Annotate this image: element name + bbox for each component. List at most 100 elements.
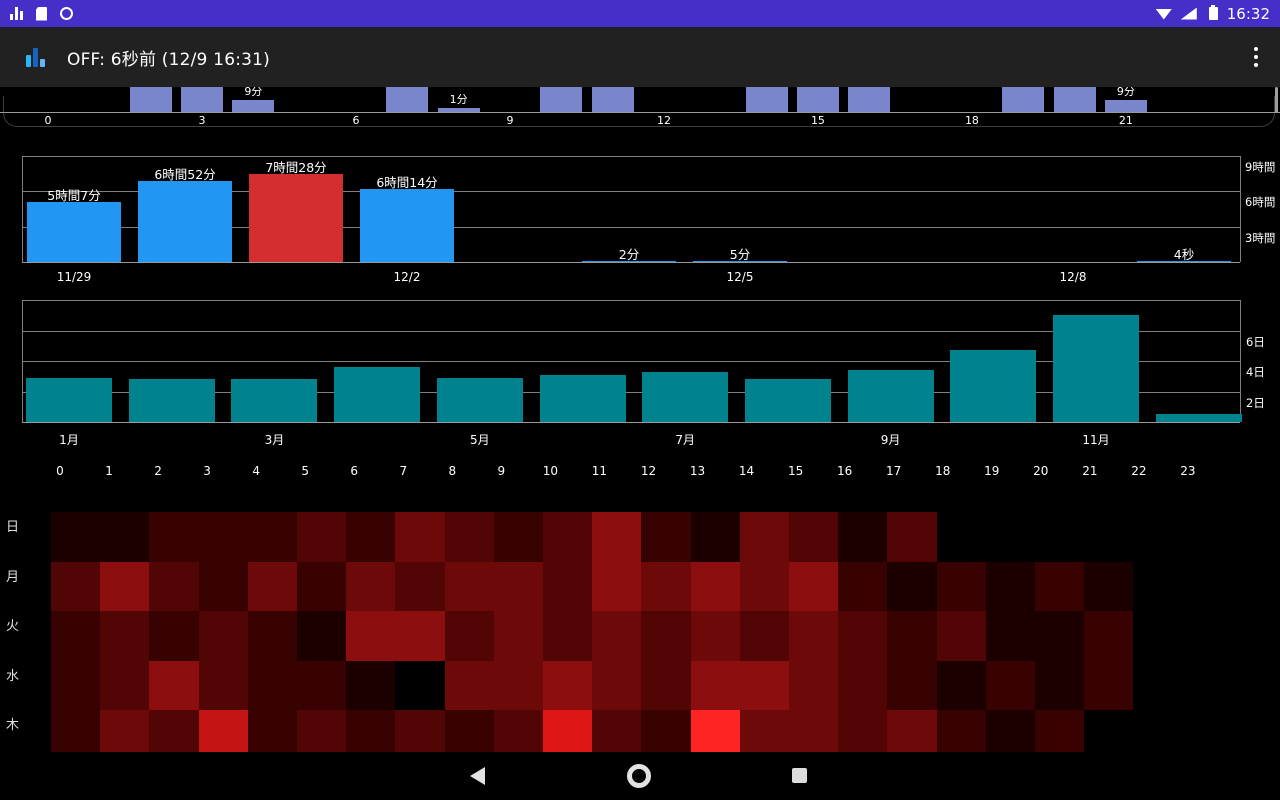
heatmap-cell	[346, 561, 396, 611]
daily-y-label: 3時間	[1245, 230, 1276, 245]
monthly-bar	[744, 379, 831, 422]
heatmap-cell	[444, 710, 494, 760]
heatmap-cell	[297, 512, 347, 562]
home-button[interactable]	[627, 764, 651, 788]
heatmap-cell	[641, 710, 691, 760]
heatmap-weekday-label: 日	[6, 520, 20, 535]
daily-bar-label: 6時間52分	[154, 167, 216, 183]
heatmap-cell	[985, 561, 1035, 611]
heatmap-cell	[395, 561, 445, 611]
daily-axis-edge-left	[22, 156, 23, 262]
back-button[interactable]	[470, 767, 485, 785]
recents-button[interactable]	[792, 768, 807, 783]
heatmap-cell	[493, 660, 543, 710]
heatmap-hour-label: 17	[886, 464, 902, 478]
heatmap-cell	[198, 710, 248, 760]
heatmap-hour-label: 7	[399, 464, 408, 478]
heatmap-cell	[1035, 660, 1085, 710]
heatmap-cell	[297, 561, 347, 611]
monthly-bar	[334, 367, 421, 422]
heatmap-hour-label: 4	[252, 464, 260, 478]
heatmap-cell	[641, 512, 691, 562]
heatmap-cell	[1084, 710, 1134, 760]
heatmap-cell	[346, 710, 396, 760]
heatmap-hour-label: 13	[689, 464, 706, 478]
heatmap-cell	[346, 660, 396, 710]
daily-bar	[138, 181, 232, 262]
daily-bar-label: 2分	[618, 247, 640, 262]
heatmap-cell	[690, 710, 740, 760]
daily-bar	[249, 174, 343, 262]
heatmap-cell	[641, 561, 691, 611]
heatmap-cell	[100, 660, 150, 710]
heatmap-cell	[247, 611, 297, 661]
heatmap-cell	[100, 512, 150, 562]
hourly-bar	[848, 87, 891, 112]
navigation-bar	[0, 752, 1280, 800]
hourly-bar	[1002, 87, 1045, 112]
heatmap-cell	[395, 710, 445, 760]
heatmap-cell	[789, 611, 839, 661]
heatmap-cell	[592, 512, 642, 562]
heatmap-hour-label: 19	[984, 464, 1000, 478]
hourly-bar	[386, 87, 429, 112]
heatmap-hour-label: 20	[1033, 464, 1049, 478]
heatmap-cell	[297, 710, 347, 760]
app-bar-title: OFF: 6秒前 (12/9 16:31)	[67, 49, 271, 70]
hourly-axis-tick: 15	[810, 114, 825, 127]
hourly-chart-card	[3, 96, 1275, 127]
heatmap-cell	[1084, 611, 1134, 661]
app-icon[interactable]	[26, 47, 45, 67]
heatmap-hour-label: 8	[448, 464, 457, 478]
heatmap-cell	[936, 561, 986, 611]
heatmap-cell	[1084, 561, 1134, 611]
circle-notification-icon	[60, 7, 73, 20]
scrollbar[interactable]	[1275, 87, 1278, 113]
heatmap-cell	[444, 660, 494, 710]
daily-bar	[360, 188, 454, 262]
heatmap-weekday-label: 木	[6, 718, 20, 733]
heatmap-cell	[985, 710, 1035, 760]
heatmap-hour-label: 22	[1131, 464, 1147, 478]
heatmap-cell	[543, 512, 593, 562]
heatmap-cell	[1084, 512, 1134, 562]
daily-bar-label: 4秒	[1173, 247, 1195, 262]
heatmap-cell	[346, 512, 396, 562]
heatmap-cell	[198, 660, 248, 710]
daily-gridline	[22, 191, 1240, 193]
heatmap-cell	[1084, 660, 1134, 710]
monthly-gridline	[22, 300, 1240, 301]
daily-axis-line	[22, 262, 1240, 263]
monthly-month-tick: 9月	[880, 433, 901, 447]
monthly-axis-edge-left	[22, 300, 23, 422]
daily-bar-label: 6時間14分	[376, 174, 438, 190]
hourly-bar-label: 1分	[449, 93, 468, 106]
heatmap-cell	[1182, 512, 1232, 562]
heatmap-cell	[739, 611, 789, 661]
heatmap-cell	[641, 611, 691, 661]
heatmap-cell	[1035, 512, 1085, 562]
overflow-menu-button[interactable]	[1246, 39, 1266, 75]
status-bar-notifications	[10, 6, 73, 21]
heatmap-cell	[51, 512, 101, 562]
app-bar: OFF: 6秒前 (12/9 16:31)	[0, 27, 1280, 87]
heatmap-hour-label: 9	[497, 464, 506, 478]
status-time: 16:32	[1226, 4, 1270, 23]
heatmap-cell	[543, 660, 593, 710]
monthly-month-tick: 11月	[1082, 433, 1110, 447]
hourly-axis-tick: 6	[352, 114, 360, 127]
hourly-bar	[591, 87, 634, 112]
hourly-axis-tick: 21	[1118, 114, 1133, 127]
heatmap-cell	[51, 561, 101, 611]
hourly-axis-tick: 12	[656, 114, 671, 127]
heatmap-cell	[149, 660, 199, 710]
heatmap-cell	[1182, 561, 1232, 611]
heatmap-cell	[493, 611, 543, 661]
hourly-axis-line	[0, 112, 1280, 113]
heatmap-cell	[690, 512, 740, 562]
wifi-icon	[1155, 8, 1172, 20]
heatmap-hour-label: 0	[56, 464, 64, 478]
hourly-bar	[540, 87, 583, 112]
heatmap-hour-label: 5	[301, 464, 310, 478]
hourly-bar	[180, 87, 223, 112]
